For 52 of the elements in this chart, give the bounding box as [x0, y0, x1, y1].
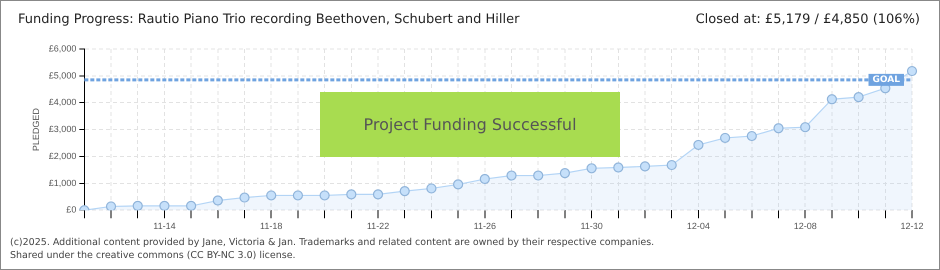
ref-line-label: GOAL: [872, 75, 900, 86]
chart-title: Funding Progress: Rautio Piano Trio recording Beethoven, Schubert and Hiller: [18, 12, 520, 27]
y-tick-label: £0: [66, 204, 76, 215]
point: [186, 200, 196, 210]
point: [480, 174, 490, 184]
x-tick-label: 11-22: [366, 221, 390, 232]
point: [800, 122, 810, 132]
point: [906, 66, 918, 76]
point: [106, 201, 116, 210]
y-tick-label: £2,000: [48, 150, 76, 161]
x-tick-label: 11-14: [153, 221, 176, 232]
point: [346, 189, 356, 200]
point: [720, 132, 730, 144]
point: [533, 170, 544, 181]
y-tick-label: £3,000: [48, 124, 76, 134]
point: [854, 92, 864, 102]
point: [773, 123, 784, 134]
point: [292, 190, 304, 201]
y-tick-label: £5,000: [48, 70, 76, 80]
point: [613, 162, 624, 173]
y-axis-title: PLEDGED: [30, 108, 41, 152]
status-banner: Project Funding Successful: [320, 92, 620, 157]
point: [506, 170, 517, 181]
point: [159, 200, 170, 210]
x-tick-label: 11-30: [580, 221, 603, 232]
point: [372, 189, 384, 200]
x-tick-label: 12-12: [900, 221, 924, 232]
y-tick-label: £4,000: [48, 97, 76, 108]
point: [586, 163, 597, 174]
point: [132, 200, 143, 210]
point: [212, 195, 223, 206]
point: [746, 130, 757, 142]
point: [400, 186, 410, 196]
x-tick-label: 11-18: [260, 221, 282, 232]
point: [693, 140, 704, 150]
y-tick-label: £6,000: [48, 43, 76, 54]
x-tick-label: 12-04: [686, 221, 710, 232]
point: [320, 190, 330, 201]
point: [666, 160, 677, 170]
point: [560, 168, 570, 178]
text: Shared under the creative commons (CC BY-NC 3.0) license.: [10, 250, 296, 261]
chart-subtitle: Closed at: £5,179 / £4,850 (106%): [696, 12, 920, 27]
x-tick-label: 11-26: [474, 221, 496, 232]
point: [640, 161, 650, 172]
point: [453, 179, 464, 190]
point: [266, 190, 276, 201]
x-tick-label: 12-08: [794, 221, 817, 232]
point: [426, 183, 437, 194]
point: [239, 192, 250, 203]
y-tick-label: £1,000: [48, 178, 76, 188]
point: [826, 94, 838, 104]
text: (c)2025. Additional content provided by Jane, Victoria & Jan. Trademarks and related content are owned by their respective companies.: [10, 237, 654, 248]
